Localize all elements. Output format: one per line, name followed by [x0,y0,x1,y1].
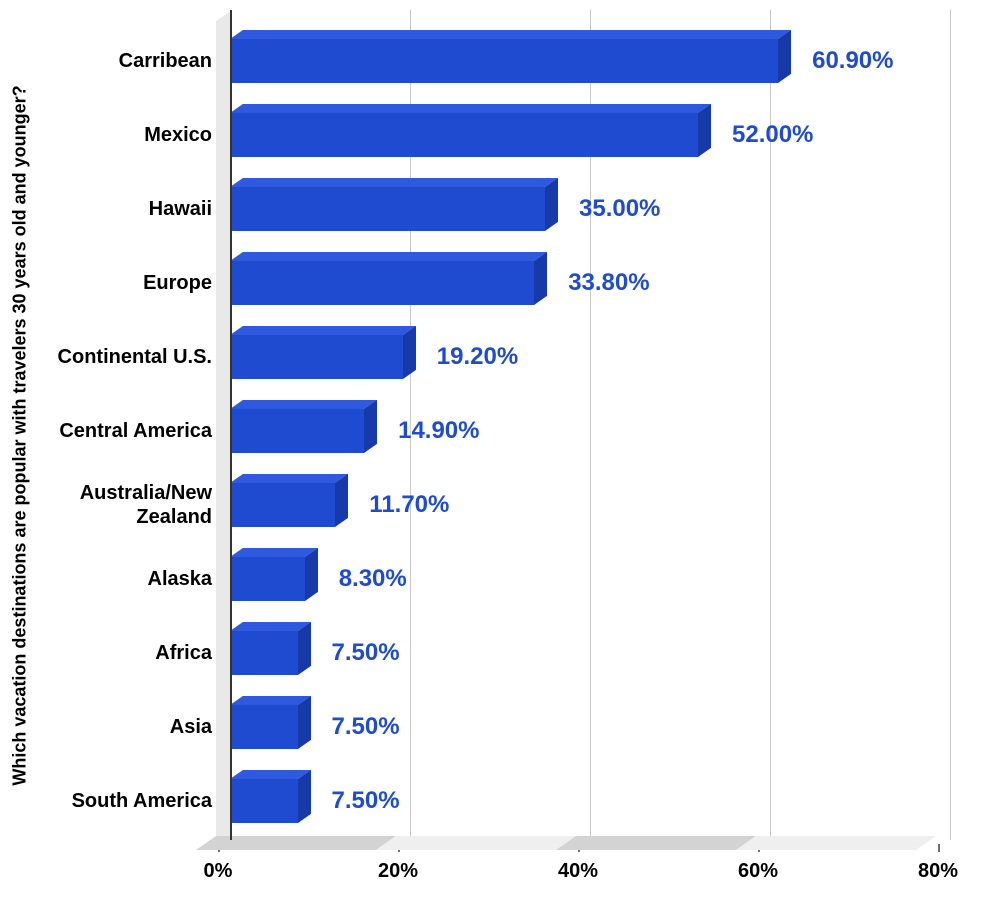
category-label: Central America [12,419,230,443]
bar [230,113,698,157]
bar-side-face [778,30,791,83]
bar-front-face [230,483,335,527]
bar [230,187,545,231]
category-label: Alaska [12,567,230,591]
bar-side-face [698,104,711,157]
value-label: 7.50% [332,639,400,667]
y-axis-line [230,10,232,840]
bar-top-face [230,474,348,483]
bar [230,261,534,305]
category-label: South America [12,789,230,813]
chart-container: Which vacation destinations are popular … [0,0,996,915]
bar-top-face [230,104,711,113]
value-label: 35.00% [579,195,660,223]
x-tick-label: 60% [738,860,778,883]
category-label: Mexico [12,123,230,147]
floor-segment [736,836,936,850]
bar-side-face [305,548,318,601]
bar [230,557,305,601]
category-label: Australia/NewZealand [12,481,230,529]
bar [230,631,298,675]
plot-area: 0%20%40%60%80%Carribean60.90%Mexico52.00… [230,10,950,840]
bar-side-face [545,178,558,231]
bar-top-face [230,326,416,335]
bar-front-face [230,409,364,453]
value-label: 33.80% [568,269,649,297]
plot-3d-floor [196,836,936,850]
bar-top-face [230,400,377,409]
value-label: 7.50% [332,787,400,815]
bar-side-face [298,622,311,675]
floor-segment [556,836,756,850]
category-label: Europe [12,271,230,295]
value-label: 52.00% [732,121,813,149]
value-label: 60.90% [812,47,893,75]
category-label: Africa [12,641,230,665]
x-tick-label: 20% [378,860,418,883]
bar-side-face [534,252,547,305]
bar-top-face [230,252,547,261]
value-label: 19.20% [437,343,518,371]
bar-side-face [298,696,311,749]
bar-front-face [230,631,298,675]
bar-top-face [230,548,318,557]
bar-front-face [230,779,298,823]
value-label: 14.90% [398,417,479,445]
bar-side-face [403,326,416,379]
bar [230,705,298,749]
x-tick-label: 40% [558,860,598,883]
bar [230,779,298,823]
bar-front-face [230,557,305,601]
floor-segment [376,836,576,850]
x-tick-label: 0% [204,860,233,883]
category-label: Asia [12,715,230,739]
bar-side-face [364,400,377,453]
floor-segment [196,836,396,850]
bar [230,335,403,379]
category-label: Hawaii [12,197,230,221]
bar-front-face [230,261,534,305]
bar [230,409,364,453]
value-label: 8.30% [339,565,407,593]
bar-front-face [230,113,698,157]
category-label: Continental U.S. [12,345,230,369]
bar [230,39,778,83]
value-label: 7.50% [332,713,400,741]
x-tick-mark [938,844,940,852]
x-tick-label: 80% [918,860,958,883]
bar [230,483,335,527]
value-label: 11.70% [369,491,449,519]
bar-front-face [230,39,778,83]
category-label: Carribean [12,49,230,73]
gridline [950,10,951,840]
plot-inner: 0%20%40%60%80%Carribean60.90%Mexico52.00… [230,10,950,840]
bar-top-face [230,178,558,187]
bar-top-face [230,30,791,39]
bar-side-face [298,770,311,823]
bar-front-face [230,187,545,231]
bar-front-face [230,705,298,749]
bar-side-face [335,474,348,527]
bar-front-face [230,335,403,379]
